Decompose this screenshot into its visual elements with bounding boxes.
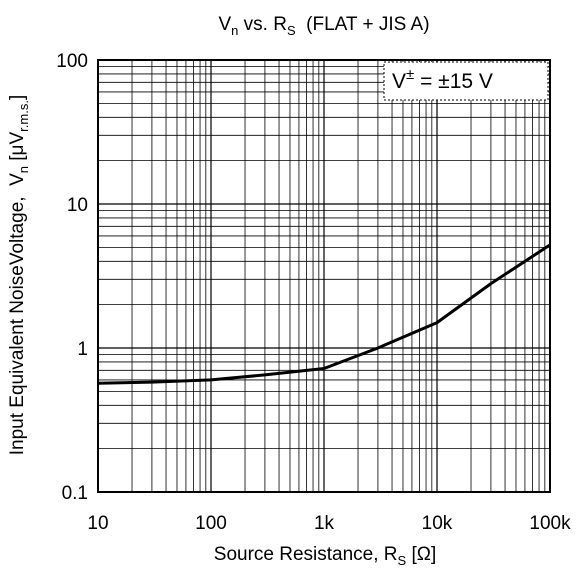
series-line [97, 243, 551, 385]
x-tick-labels: 10 100 1k 10k 100k [87, 513, 571, 534]
annotation-text: V± = ±15 V [392, 66, 493, 93]
plot-frame [97, 59, 551, 493]
y-tick-labels: 0.1 1 10 100 [56, 51, 88, 504]
y-tick-label: 100 [56, 51, 88, 72]
x-tick-label: 10 [87, 513, 108, 534]
annotation-box: V± = ±15 V [383, 61, 549, 101]
chart-title: Vn vs. RS (FLAT + JIS A) [218, 14, 429, 38]
x-tick-label: 100k [529, 513, 571, 534]
annotation-background [383, 61, 549, 101]
y-tick-label: 1 [77, 339, 88, 360]
x-axis-label: Source Resistance, RS [Ω] [214, 544, 436, 568]
y-axis-label: Input Equivalent NoiseVoltage, Vn [μVr.m… [7, 95, 31, 456]
x-tick-label: 1k [314, 513, 335, 534]
x-tick-label: 100 [195, 513, 227, 534]
y-tick-label: 0.1 [62, 483, 88, 504]
x-tick-label: 10k [422, 513, 453, 534]
series-layer [97, 243, 551, 385]
y-tick-label: 10 [67, 195, 88, 216]
grid [97, 60, 550, 493]
